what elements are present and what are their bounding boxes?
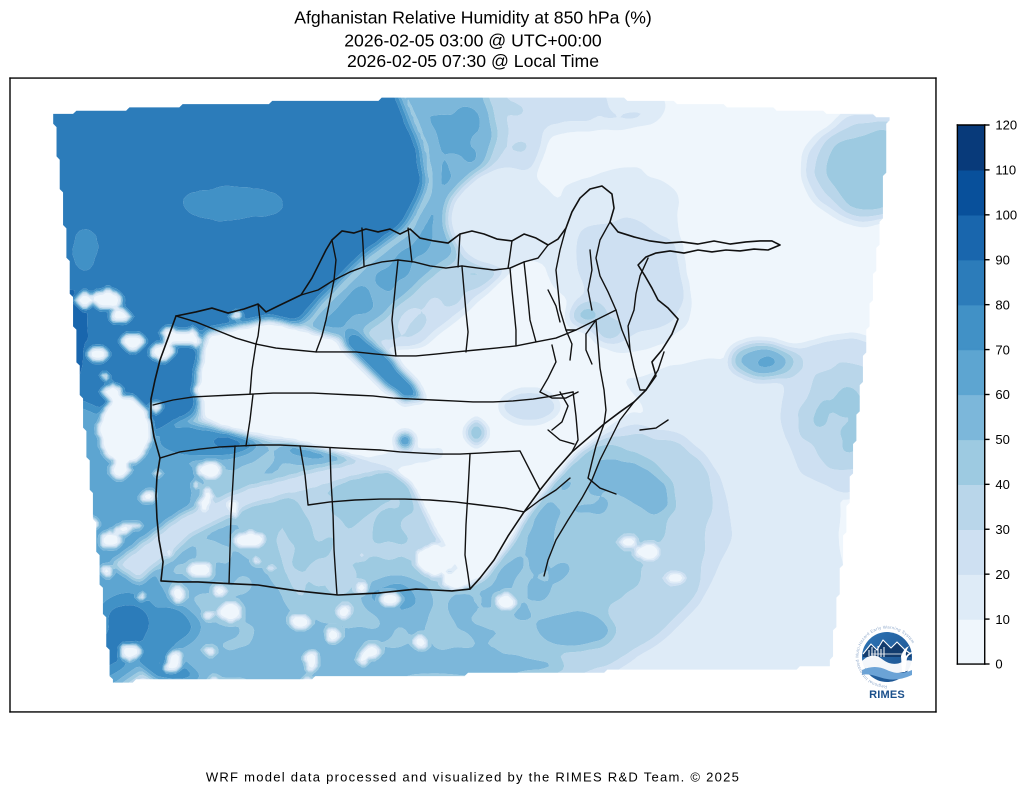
svg-text:WRF model data processed and v: WRF model data processed and visualized … xyxy=(206,769,740,784)
svg-text:2026-02-05 03:00 @ UTC+00:00: 2026-02-05 03:00 @ UTC+00:00 xyxy=(344,30,602,50)
svg-text:20: 20 xyxy=(995,567,1010,582)
svg-text:30: 30 xyxy=(995,522,1010,537)
svg-text:80: 80 xyxy=(995,297,1010,312)
svg-text:2026-02-05 07:30 @ Local Time: 2026-02-05 07:30 @ Local Time xyxy=(347,51,599,71)
svg-text:RIMES: RIMES xyxy=(869,689,905,701)
svg-text:110: 110 xyxy=(995,163,1016,178)
svg-text:Afghanistan Relative Humidity: Afghanistan Relative Humidity at 850 hPa… xyxy=(294,7,652,27)
svg-text:40: 40 xyxy=(995,477,1010,492)
svg-text:60: 60 xyxy=(995,387,1010,402)
svg-text:50: 50 xyxy=(995,432,1010,447)
svg-text:100: 100 xyxy=(995,208,1017,223)
svg-text:0: 0 xyxy=(995,657,1002,672)
svg-text:90: 90 xyxy=(995,252,1010,267)
svg-text:120: 120 xyxy=(995,118,1017,133)
svg-text:70: 70 xyxy=(995,342,1010,357)
svg-text:10: 10 xyxy=(995,612,1010,627)
